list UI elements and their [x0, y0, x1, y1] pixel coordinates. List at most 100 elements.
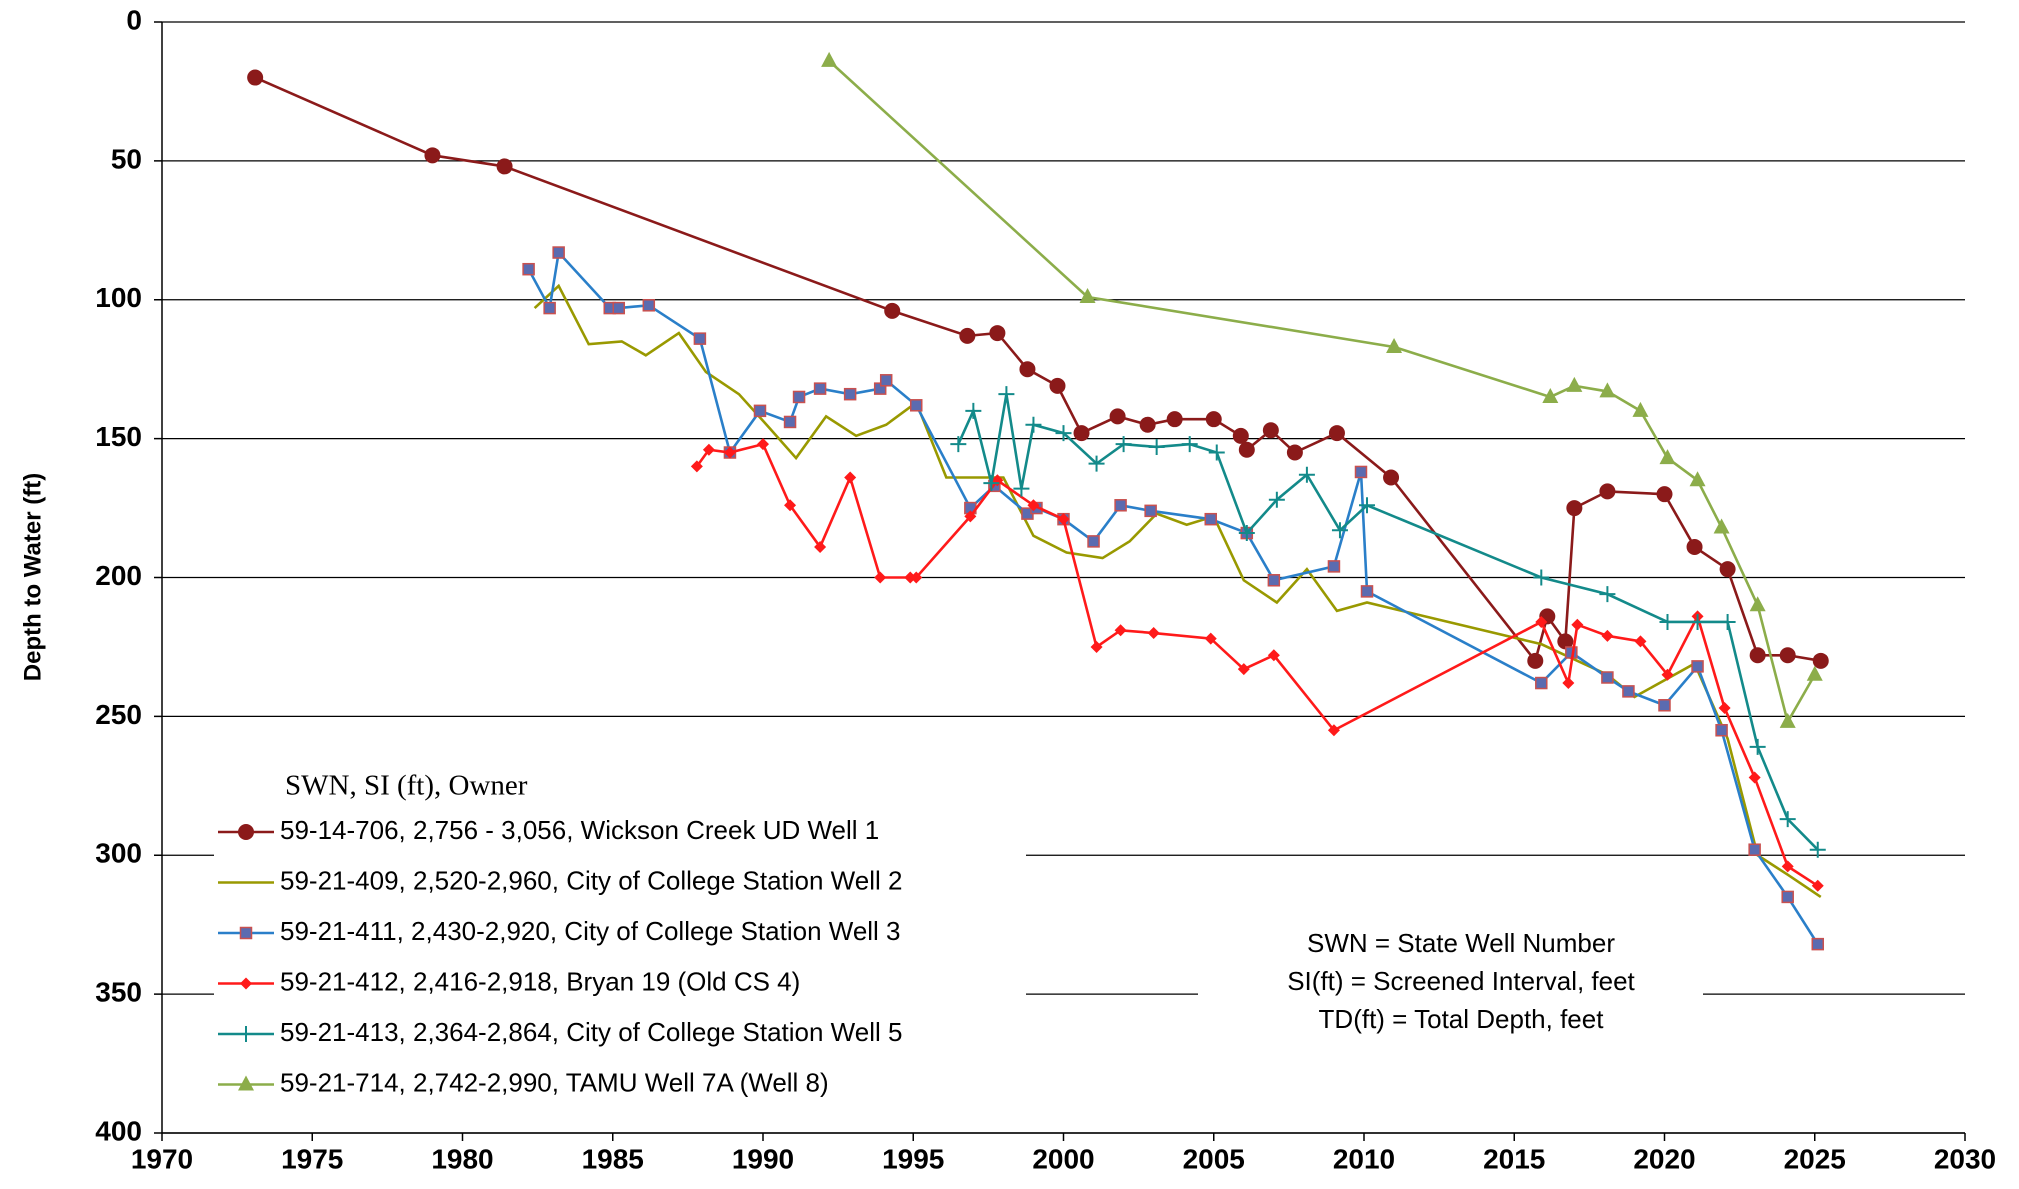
x-tick-label: 1975: [281, 1143, 343, 1174]
marker: [1811, 937, 1825, 951]
marker: [1139, 416, 1156, 433]
y-tick-label: 50: [111, 143, 142, 174]
x-tick-label: 2030: [1934, 1143, 1996, 1174]
marker: [874, 571, 887, 584]
y-tick-label: 200: [95, 560, 142, 591]
legend-label: 59-14-706, 2,756 - 3,056, Wickson Creek …: [280, 815, 879, 845]
marker: [1267, 649, 1280, 662]
marker: [1144, 504, 1157, 518]
marker: [904, 571, 917, 584]
marker: [1779, 647, 1796, 664]
marker: [240, 977, 252, 990]
marker: [1634, 635, 1647, 648]
marker: [239, 926, 253, 940]
marker: [1013, 480, 1030, 497]
marker: [1148, 438, 1165, 455]
marker: [1205, 411, 1222, 428]
marker: [1599, 586, 1616, 603]
legend-title: SWN, SI (ft), Owner: [285, 770, 528, 802]
marker: [1268, 491, 1285, 508]
marker: [1719, 613, 1736, 630]
marker: [1781, 890, 1794, 904]
marker: [723, 446, 736, 459]
marker: [1232, 427, 1249, 444]
series-line: [695, 442, 1819, 887]
marker: [813, 382, 827, 395]
marker: [1328, 425, 1345, 442]
marker: [702, 443, 715, 456]
marker: [1599, 483, 1616, 500]
marker: [965, 402, 982, 419]
marker: [1027, 499, 1040, 512]
x-tick-label: 1985: [582, 1143, 644, 1174]
marker: [1354, 465, 1368, 479]
marker: [1811, 879, 1824, 892]
annotation-line: SI(ft) = Screened Interval, feet: [1287, 966, 1635, 996]
x-tick-label: 2015: [1483, 1143, 1545, 1174]
marker: [1079, 287, 1096, 303]
marker: [1748, 771, 1761, 784]
legend: SWN, SI (ft), Owner 59-14-706, 2,756 - 3,…: [214, 768, 1026, 1116]
marker: [1749, 738, 1766, 755]
marker: [1748, 843, 1761, 856]
marker: [1779, 811, 1796, 828]
marker: [1542, 387, 1559, 403]
marker: [1718, 702, 1731, 715]
legend-background: [214, 768, 1026, 1116]
marker: [1601, 629, 1614, 642]
marker: [821, 51, 838, 67]
marker: [1535, 615, 1548, 628]
marker: [693, 332, 707, 345]
x-tick-label: 1990: [732, 1143, 794, 1174]
marker: [238, 1026, 254, 1042]
marker: [910, 571, 923, 584]
marker: [1809, 841, 1826, 858]
marker: [1686, 538, 1703, 555]
marker: [1057, 513, 1070, 526]
legend-label: 59-21-412, 2,416-2,918, Bryan 19 (Old CS…: [280, 966, 800, 996]
marker: [753, 404, 767, 418]
marker: [1181, 436, 1198, 453]
marker: [844, 471, 857, 484]
marker: [1535, 676, 1548, 690]
marker: [1719, 561, 1736, 578]
marker: [998, 386, 1015, 403]
marker: [1781, 860, 1794, 873]
marker: [1533, 569, 1550, 586]
marker: [1691, 660, 1704, 673]
annotation-line: TD(ft) = Total Depth, feet: [1319, 1004, 1605, 1034]
marker: [1661, 668, 1674, 681]
marker: [1237, 663, 1250, 676]
annotation: SWN = State Well Number SI(ft) = Screened…: [1198, 922, 1703, 1044]
marker: [1566, 500, 1583, 517]
marker: [1715, 724, 1728, 737]
marker: [1262, 422, 1279, 439]
marker: [1386, 337, 1403, 353]
marker: [1557, 633, 1574, 650]
marker: [1622, 685, 1635, 698]
marker: [1656, 486, 1673, 503]
annotation-line: SWN = State Well Number: [1307, 928, 1615, 958]
marker: [879, 374, 893, 387]
x-tick-label: 1995: [882, 1143, 944, 1174]
marker: [552, 246, 565, 259]
marker: [1749, 596, 1766, 612]
marker: [1562, 677, 1575, 690]
marker: [238, 824, 254, 840]
marker: [983, 475, 1000, 492]
legend-label: 59-21-411, 2,430-2,920, City of College …: [280, 916, 901, 946]
marker: [1658, 699, 1671, 712]
x-tick-label: 1970: [131, 1143, 193, 1174]
marker: [1147, 627, 1160, 640]
marker: [1238, 525, 1255, 542]
marker: [757, 438, 769, 451]
marker: [1713, 518, 1730, 534]
x-tick-label: 2020: [1633, 1143, 1695, 1174]
y-axis-title: Depth to Water (ft): [19, 473, 46, 681]
marker: [1527, 652, 1544, 669]
marker: [910, 399, 923, 412]
marker: [1025, 416, 1042, 433]
marker: [792, 390, 806, 404]
marker: [1659, 613, 1676, 630]
